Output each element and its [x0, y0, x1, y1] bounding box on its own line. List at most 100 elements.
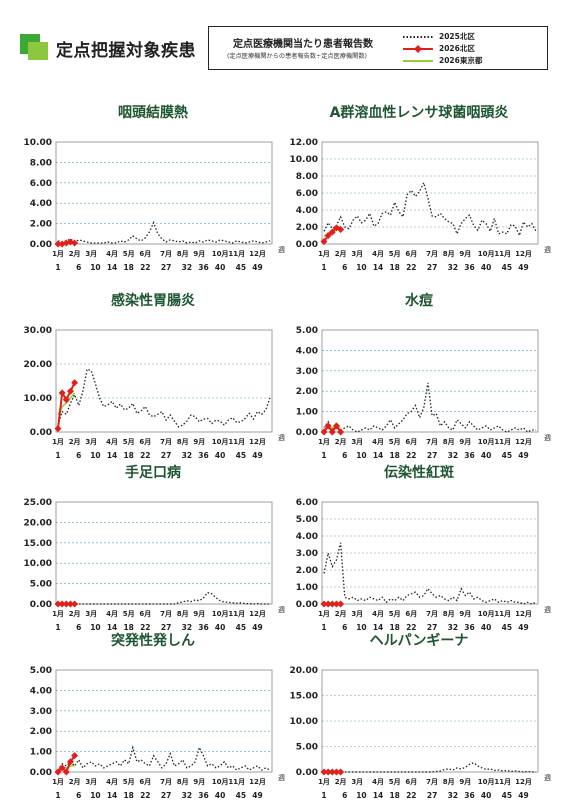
- y-tick-label: 4.00: [30, 199, 52, 209]
- y-tick-label: 20.00: [24, 518, 52, 528]
- data-point-2026kita: [337, 600, 345, 608]
- plot-area: [55, 141, 273, 245]
- data-point-2026kita: [71, 752, 79, 760]
- x-week-label: 10: [90, 623, 100, 632]
- x-week-label: 6: [342, 623, 347, 632]
- x-month-label: 10月: [212, 778, 229, 786]
- x-month-label: 6月: [139, 610, 151, 618]
- x-month-label: 10月: [212, 610, 229, 618]
- y-tick-label: 10.00: [24, 559, 52, 569]
- x-week-label: 36: [198, 263, 208, 272]
- data-point-2026kita: [66, 758, 74, 766]
- x-week-label: 18: [389, 263, 399, 272]
- x-month-label: 5月: [389, 778, 401, 786]
- x-week-label: 32: [448, 263, 458, 272]
- x-month-label: 4月: [372, 778, 384, 786]
- x-week-label: 32: [448, 623, 458, 632]
- x-week-label: 22: [140, 791, 150, 800]
- series-line-2025北区: [57, 220, 271, 244]
- legend-label-2025: 2025北区: [439, 32, 475, 41]
- x-month-label: 1月: [52, 250, 64, 258]
- x-month-label: 3月: [351, 610, 363, 618]
- x-week-label: 40: [481, 451, 491, 460]
- y-tick-label: 20.00: [290, 666, 318, 676]
- x-unit-label: 週: [544, 433, 551, 442]
- x-month-label: 4月: [106, 438, 118, 446]
- x-month-label: 8月: [177, 438, 189, 446]
- y-tick-label: 6.00: [30, 179, 52, 189]
- data-point-2026kita: [320, 428, 328, 436]
- x-month-label: 6月: [405, 610, 417, 618]
- x-month-label: 11月: [494, 778, 511, 786]
- x-month-label: 9月: [459, 778, 471, 786]
- x-unit-label: 週: [278, 773, 285, 782]
- x-month-label: 4月: [106, 778, 118, 786]
- x-month-label: 10月: [478, 778, 495, 786]
- x-week-label: 18: [123, 791, 133, 800]
- x-month-label: 5月: [389, 610, 401, 618]
- x-month-label: 5月: [123, 778, 135, 786]
- y-tick-label: 2.00: [296, 566, 318, 576]
- x-unit-label: 週: [544, 605, 551, 614]
- x-week-label: 45: [502, 623, 512, 632]
- x-month-label: 7月: [160, 778, 172, 786]
- x-month-label: 4月: [106, 610, 118, 618]
- x-week-label: 10: [356, 623, 366, 632]
- x-month-label: 8月: [443, 438, 455, 446]
- y-tick-label: 0.00: [296, 428, 318, 438]
- data-point-2026kita: [71, 239, 79, 247]
- x-week-label: 49: [252, 791, 262, 800]
- x-month-label: 8月: [443, 778, 455, 786]
- x-month-label: 3月: [85, 778, 97, 786]
- x-month-label: 2月: [69, 438, 81, 446]
- y-tick-label: 8.00: [296, 172, 318, 182]
- y-tick-label: 0.00: [30, 428, 52, 438]
- x-month-label: 2月: [335, 778, 347, 786]
- x-month-label: 10月: [478, 250, 495, 258]
- x-week-label: 22: [140, 451, 150, 460]
- chart-title: 突発性発しん: [111, 633, 195, 649]
- x-month-label: 6月: [139, 778, 151, 786]
- x-week-label: 10: [356, 451, 366, 460]
- data-point-2026kita: [337, 768, 345, 776]
- x-week-label: 45: [236, 451, 246, 460]
- data-point-2026kita: [66, 600, 74, 608]
- x-week-label: 6: [342, 451, 347, 460]
- x-unit-label: 週: [544, 773, 551, 782]
- chart-svg: 0.00 1.00 2.00 3.00 4.00 5.00 1月 2月 3月 4月 5月 6月 7月 8月…: [30, 666, 285, 800]
- y-tick-label: 3.00: [296, 367, 318, 377]
- x-month-label: 9月: [459, 250, 471, 258]
- y-tick-label: 5.00: [296, 743, 318, 753]
- x-week-label: 45: [502, 451, 512, 460]
- x-week-label: 1: [321, 263, 326, 272]
- x-month-label: 5月: [389, 438, 401, 446]
- x-month-label: 9月: [193, 610, 205, 618]
- data-point-2026kita: [324, 600, 332, 608]
- data-point-2026kita: [320, 237, 328, 245]
- data-point-2026kita: [58, 389, 66, 397]
- chart-title: 感染性胃腸炎: [111, 293, 195, 309]
- plot-area: [321, 329, 539, 433]
- x-week-label: 27: [427, 623, 437, 632]
- x-month-label: 8月: [177, 250, 189, 258]
- x-week-label: 32: [182, 791, 192, 800]
- x-month-label: 9月: [459, 610, 471, 618]
- x-week-label: 49: [252, 263, 262, 272]
- x-month-label: 1月: [52, 778, 64, 786]
- x-week-label: 36: [198, 791, 208, 800]
- plot-area: [55, 669, 273, 773]
- x-week-label: 32: [182, 451, 192, 460]
- chart-svg: 0.00 2.00 4.00 6.00 8.00 10.00 12.00 1月 2月 3月 4月 5月…: [290, 138, 551, 272]
- x-week-label: 14: [107, 451, 117, 460]
- y-tick-label: 10.00: [290, 155, 318, 165]
- x-week-label: 27: [427, 791, 437, 800]
- x-month-label: 11月: [228, 250, 245, 258]
- plot-area: [55, 501, 273, 605]
- data-point-2026kita: [328, 428, 336, 436]
- x-month-label: 9月: [193, 250, 205, 258]
- x-month-label: 10月: [478, 610, 495, 618]
- x-week-label: 27: [161, 623, 171, 632]
- x-month-label: 2月: [69, 778, 81, 786]
- x-week-label: 14: [373, 791, 383, 800]
- legend-2026kita-diamond-swatch: [403, 45, 433, 53]
